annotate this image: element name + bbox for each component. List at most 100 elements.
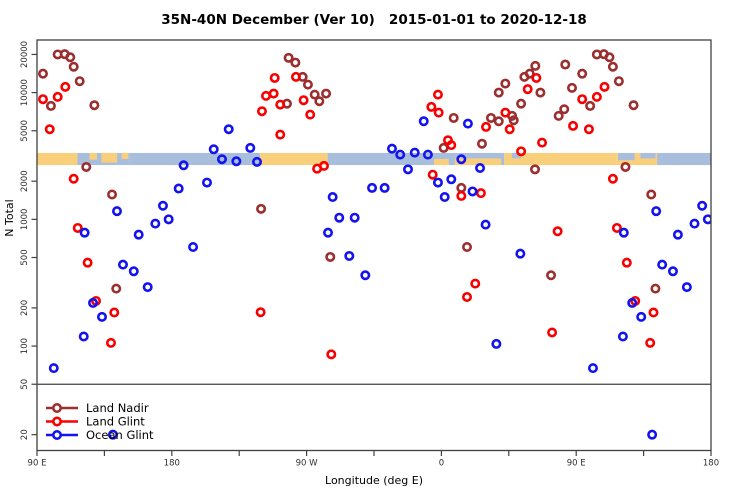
map-band-segment-ocean bbox=[657, 152, 711, 166]
scatter-point-land_glint bbox=[109, 307, 120, 318]
scatter-point-land_glint bbox=[516, 146, 527, 157]
map-band-segment-land bbox=[504, 152, 617, 166]
map-band-segment-land bbox=[37, 152, 78, 166]
scatter-point-land_glint bbox=[504, 124, 515, 135]
scatter-point-ocean_glint bbox=[446, 174, 457, 185]
scatter-point-ocean_glint bbox=[689, 218, 700, 229]
scatter-point-ocean_glint bbox=[651, 206, 662, 217]
scatter-point-land_glint bbox=[268, 88, 279, 99]
scatter-point-land_nadir bbox=[530, 60, 541, 71]
scatter-point-land_glint bbox=[607, 173, 618, 184]
scatter-point-land_glint bbox=[275, 129, 286, 140]
scatter-point-land_nadir bbox=[37, 68, 48, 79]
scatter-point-land_nadir bbox=[628, 100, 639, 111]
scatter-point-ocean_glint bbox=[245, 142, 256, 153]
scatter-point-ocean_glint bbox=[111, 206, 122, 217]
scatter-point-land_nadir bbox=[438, 142, 449, 153]
map-band-patch-land bbox=[89, 152, 97, 160]
x-axis-tick-label: 0 bbox=[439, 459, 444, 469]
map-band-patch-land bbox=[101, 152, 118, 163]
scatter-point-ocean_glint bbox=[657, 259, 668, 270]
scatter-point-land_nadir bbox=[107, 189, 118, 200]
scatter-point-land_glint bbox=[68, 173, 79, 184]
scatter-point-land_glint bbox=[433, 107, 444, 118]
scatter-point-ocean_glint bbox=[386, 143, 397, 154]
scatter-point-land_nadir bbox=[516, 98, 527, 109]
scatter-point-ocean_glint bbox=[223, 124, 234, 135]
x-axis-tick-label: 180 bbox=[164, 459, 180, 469]
scatter-point-ocean_glint bbox=[323, 227, 334, 238]
scatter-point-ocean_glint bbox=[173, 183, 184, 194]
scatter-point-ocean_glint bbox=[462, 118, 473, 129]
scatter-point-land_glint bbox=[255, 307, 266, 318]
scatter-point-ocean_glint bbox=[667, 266, 678, 277]
scatter-point-land_glint bbox=[475, 188, 486, 199]
y-axis-tick-label: 20 bbox=[20, 429, 30, 440]
map-band-patch-ocean bbox=[618, 152, 635, 161]
map-band-segment-ocean bbox=[129, 152, 261, 166]
x-axis-tick-label: 90 E bbox=[28, 459, 47, 469]
axis-ticks: 90 E 180 90 W 0 90 E 180 20 50 100 200 500 1000 2000… bbox=[20, 41, 719, 469]
scatter-point-ocean_glint bbox=[178, 160, 189, 171]
scatter-point-ocean_glint bbox=[360, 270, 371, 281]
scatter-point-ocean_glint bbox=[480, 219, 491, 230]
scatter-point-land_nadir bbox=[577, 68, 588, 79]
scatter-point-land_nadir bbox=[325, 251, 336, 262]
scatter-point-ocean_glint bbox=[618, 227, 629, 238]
x-axis-tick-label: 90 E bbox=[567, 459, 586, 469]
scatter-point-land_glint bbox=[470, 278, 481, 289]
scatter-point-ocean_glint bbox=[327, 192, 338, 203]
scatter-point-land_nadir bbox=[493, 116, 504, 127]
scatter-point-land_glint bbox=[648, 307, 659, 318]
scatter-point-land_nadir bbox=[519, 71, 530, 82]
scatter-point-land_nadir bbox=[613, 76, 624, 87]
scatter-point-land_nadir bbox=[646, 189, 657, 200]
y-axis-label: N Total bbox=[3, 199, 16, 236]
scatter-point-ocean_glint bbox=[150, 218, 161, 229]
scatter-point-ocean_glint bbox=[79, 227, 90, 238]
scatter-point-ocean_glint bbox=[409, 147, 420, 158]
scatter-point-land_glint bbox=[432, 89, 443, 100]
scatter-point-land_nadir bbox=[553, 110, 564, 121]
scatter-point-land_glint bbox=[583, 124, 594, 135]
scatter-point-land_glint bbox=[522, 84, 533, 95]
scatter-point-land_nadir bbox=[314, 96, 325, 107]
scatter-point-ocean_glint bbox=[702, 214, 711, 225]
scatter-point-land_nadir bbox=[111, 283, 122, 294]
map-band-patch-ocean bbox=[640, 152, 656, 159]
scatter-point-ocean_glint bbox=[456, 154, 467, 165]
scatter-point-land_nadir bbox=[321, 88, 332, 99]
scatter-point-ocean_glint bbox=[334, 212, 345, 223]
scatter-point-land_glint bbox=[305, 109, 316, 120]
scatter-point-ocean_glint bbox=[647, 429, 658, 440]
x-axis-tick-label: 90 W bbox=[296, 459, 319, 469]
scatter-point-ocean_glint bbox=[491, 338, 502, 349]
scatter-point-land_nadir bbox=[290, 57, 301, 68]
x-axis-label: Longitude (deg E) bbox=[325, 474, 423, 487]
scatter-point-land_nadir bbox=[256, 203, 267, 214]
scatter-points bbox=[37, 49, 711, 440]
scatter-point-land_glint bbox=[269, 72, 280, 83]
scatter-point-land_glint bbox=[427, 169, 438, 180]
scatter-point-ocean_glint bbox=[157, 200, 168, 211]
scatter-point-land_nadir bbox=[567, 82, 578, 93]
series-land_nadir bbox=[37, 49, 661, 294]
scatter-point-land_glint bbox=[60, 81, 71, 92]
scatter-point-land_glint bbox=[537, 137, 548, 148]
scatter-point-land_glint bbox=[326, 349, 337, 360]
map-band-segment-land bbox=[260, 152, 328, 166]
scatter-point-land_glint bbox=[645, 337, 656, 348]
scatter-point-land_glint bbox=[481, 121, 492, 132]
scatter-point-ocean_glint bbox=[117, 259, 128, 270]
scatter-point-ocean_glint bbox=[697, 200, 708, 211]
scatter-point-land_nadir bbox=[620, 161, 631, 172]
scatter-point-land_nadir bbox=[476, 138, 487, 149]
scatter-point-ocean_glint bbox=[515, 248, 526, 259]
scatter-point-land_glint bbox=[531, 72, 542, 83]
scatter-point-land_nadir bbox=[456, 182, 467, 193]
scatter-point-ocean_glint bbox=[201, 177, 212, 188]
scatter-point-land_nadir bbox=[535, 87, 546, 98]
scatter-point-ocean_glint bbox=[627, 297, 638, 308]
scatter-point-land_nadir bbox=[81, 161, 92, 172]
